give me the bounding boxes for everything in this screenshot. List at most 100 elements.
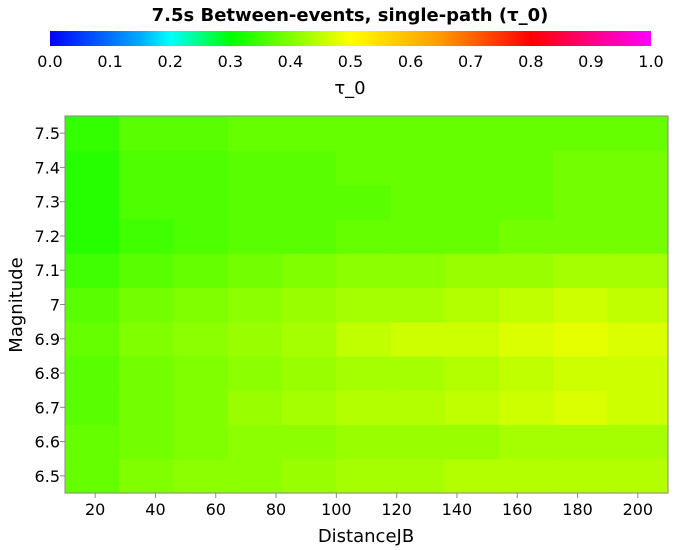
colorbar-tick-label: 0.2 xyxy=(157,52,182,71)
heatmap-cell xyxy=(553,184,615,220)
y-tick-label: 7.1 xyxy=(35,261,60,280)
y-tick-label: 6.8 xyxy=(35,364,60,383)
heatmap-cell xyxy=(227,321,289,357)
colorbar-tick-label: 0.3 xyxy=(218,52,243,71)
y-tick-label: 6.7 xyxy=(35,398,60,417)
heatmap-cell xyxy=(499,424,561,460)
heatmap-cell xyxy=(119,458,181,494)
heatmap-cell xyxy=(336,458,398,494)
colorbar-label: τ_0 xyxy=(334,78,365,99)
heatmap-cell xyxy=(227,458,289,494)
colorbar-ticks: 0.0 0.1 0.2 0.3 0.4 0.5 0.6 0.7 0.8 0.9 1.0 xyxy=(37,52,663,71)
heatmap-cell xyxy=(390,355,452,391)
heatmap-cell xyxy=(607,390,669,426)
heatmap-cell xyxy=(119,253,181,288)
heatmap-cell xyxy=(607,218,669,254)
x-tick-label: 20 xyxy=(85,500,105,519)
heatmap-cell xyxy=(444,253,506,288)
colorbar-tick-label: 0.4 xyxy=(278,52,303,71)
heatmap-cell xyxy=(119,355,181,391)
heatmap-cell xyxy=(444,390,506,426)
x-tick-label: 60 xyxy=(206,500,226,519)
heatmap-cell xyxy=(119,218,181,254)
x-tick-label: 100 xyxy=(321,500,352,519)
heatmap-cell xyxy=(65,355,126,391)
heatmap-cell xyxy=(444,458,506,494)
heatmap-cell xyxy=(119,116,181,151)
heatmap-cell xyxy=(553,287,615,323)
heatmap-cell xyxy=(336,321,398,357)
heatmap-cell xyxy=(227,218,289,254)
heatmap-cell xyxy=(553,390,615,426)
heatmap-cell xyxy=(173,184,235,220)
heatmap-cell xyxy=(444,218,506,254)
colorbar-tick-label: 0.8 xyxy=(518,52,543,71)
heatmap-cell xyxy=(227,287,289,323)
heatmap-cell xyxy=(390,218,452,254)
heatmap-cell xyxy=(607,355,669,391)
heatmap-cell xyxy=(444,116,506,151)
heatmap-cell xyxy=(65,390,126,426)
heatmap-cell xyxy=(553,150,615,186)
heatmap-cell xyxy=(173,218,235,254)
heatmap-cell xyxy=(119,287,181,323)
heatmap-cells xyxy=(65,116,669,494)
heatmap-cell xyxy=(499,458,561,494)
heatmap-cell xyxy=(282,287,343,323)
heatmap-cell xyxy=(173,116,235,151)
heatmap-cell xyxy=(119,390,181,426)
colorbar-tick-label: 0.0 xyxy=(37,52,62,71)
heatmap-cell xyxy=(499,184,561,220)
heatmap-cell xyxy=(173,287,235,323)
colorbar-tick-label: 0.7 xyxy=(458,52,483,71)
heatmap-cell xyxy=(607,150,669,186)
heatmap-cell xyxy=(336,390,398,426)
heatmap-cell xyxy=(173,458,235,494)
y-tick-label: 7 xyxy=(50,296,60,315)
x-axis-label: DistanceJB xyxy=(318,526,414,547)
heatmap-cell xyxy=(173,253,235,288)
heatmap-cell xyxy=(607,458,669,494)
heatmap-cell xyxy=(607,287,669,323)
heatmap-cell xyxy=(227,184,289,220)
y-axis-label: Magnitude xyxy=(6,257,27,352)
heatmap-cell xyxy=(119,150,181,186)
heatmap-cell xyxy=(499,150,561,186)
heatmap-cell xyxy=(499,253,561,288)
heatmap-cell xyxy=(65,150,126,186)
heatmap-cell xyxy=(65,458,126,494)
heatmap-cell xyxy=(227,355,289,391)
x-axis-ticks: 20 40 60 80 100 120 140 160 180 200 xyxy=(85,493,653,519)
heatmap-cell xyxy=(282,253,343,288)
heatmap-cell xyxy=(607,424,669,460)
heatmap-cell xyxy=(553,355,615,391)
heatmap-cell xyxy=(227,150,289,186)
heatmap-cell xyxy=(65,184,126,220)
heatmap-cell xyxy=(336,218,398,254)
heatmap-cell xyxy=(282,150,343,186)
heatmap-cell xyxy=(390,184,452,220)
heatmap-cell xyxy=(336,184,398,220)
heatmap-cell xyxy=(173,150,235,186)
heatmap-cell xyxy=(65,253,126,288)
heatmap-cell xyxy=(282,218,343,254)
y-tick-label: 6.6 xyxy=(35,433,60,452)
heatmap-cell xyxy=(390,390,452,426)
heatmap-cell xyxy=(499,390,561,426)
heatmap-cell xyxy=(282,458,343,494)
heatmap-cell xyxy=(607,321,669,357)
heatmap-cell xyxy=(227,253,289,288)
heatmap-cell xyxy=(227,424,289,460)
x-tick-label: 140 xyxy=(442,500,473,519)
heatmap-cell xyxy=(227,116,289,151)
y-tick-label: 6.5 xyxy=(35,467,60,486)
x-tick-label: 180 xyxy=(562,500,593,519)
heatmap-cell xyxy=(282,424,343,460)
heatmap-cell xyxy=(390,287,452,323)
heatmap-cell xyxy=(390,116,452,151)
heatmap-cell xyxy=(336,150,398,186)
colorbar-tick-label: 0.9 xyxy=(578,52,603,71)
heatmap-cell xyxy=(282,184,343,220)
heatmap-cell xyxy=(65,424,126,460)
